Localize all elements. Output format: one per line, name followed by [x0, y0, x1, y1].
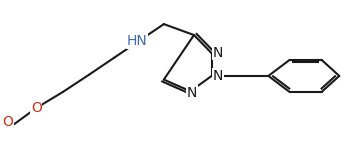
Text: N: N [213, 46, 223, 60]
Text: N: N [213, 69, 223, 83]
Text: N: N [187, 86, 197, 100]
Text: HN: HN [127, 34, 148, 48]
Text: O: O [31, 101, 42, 115]
Text: O: O [2, 115, 13, 129]
